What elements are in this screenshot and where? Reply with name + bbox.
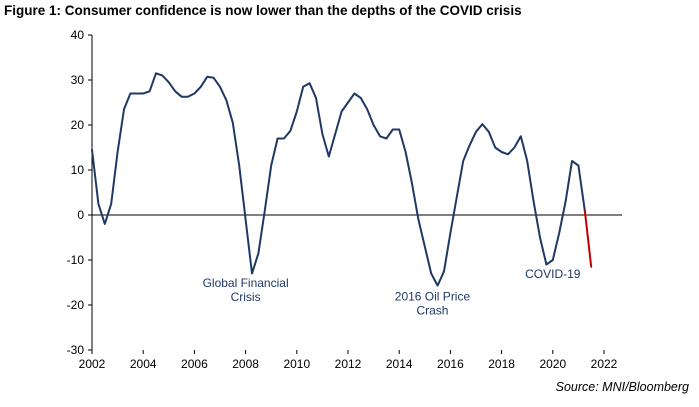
x-tick-label: 2006 xyxy=(181,357,208,371)
source-note: Source: MNI/Bloomberg xyxy=(555,380,689,394)
y-tick-label: 30 xyxy=(71,73,85,87)
annotation-line: COVID-19 xyxy=(525,267,581,281)
chart-axes xyxy=(91,35,622,350)
y-tick-label: 40 xyxy=(71,28,85,42)
series-lines xyxy=(91,72,593,287)
y-tick-label: 10 xyxy=(71,163,85,177)
x-tick-label: 2022 xyxy=(591,357,618,371)
x-axis-ticks: 2002 2004 2006 2008 2010 2012 2014 2016 2018 2020… xyxy=(79,350,618,371)
y-tick-label: 0 xyxy=(77,208,84,222)
annotation-label: 2016 Oil Price Crash xyxy=(395,290,471,318)
x-tick-label: 2018 xyxy=(488,357,515,371)
annotation-label: COVID-19 xyxy=(525,267,581,281)
y-tick-label: -20 xyxy=(67,298,85,312)
series-line-latest xyxy=(583,209,593,268)
x-tick-label: 2016 xyxy=(437,357,464,371)
annotations: Global Financial Crisis 2016 Oil Price Cras… xyxy=(203,267,581,318)
x-tick-label: 2012 xyxy=(335,357,362,371)
y-tick-label: 20 xyxy=(71,118,85,132)
annotation-line: Crisis xyxy=(231,290,261,304)
series-line-main xyxy=(91,72,586,287)
x-tick-label: 2004 xyxy=(130,357,157,371)
y-axis-ticks: 40 30 20 10 0 -10 -20 -30 xyxy=(67,28,92,357)
x-tick-label: 2008 xyxy=(232,357,259,371)
annotation-line: Crash xyxy=(416,304,448,318)
x-tick-label: 2020 xyxy=(539,357,566,371)
x-tick-label: 2002 xyxy=(79,357,106,371)
annotation-line: Global Financial xyxy=(203,276,289,290)
x-tick-label: 2010 xyxy=(283,357,310,371)
x-tick-label: 2014 xyxy=(386,357,413,371)
y-tick-label: -10 xyxy=(67,253,85,267)
chart-title: Figure 1: Consumer confidence is now low… xyxy=(4,3,522,18)
annotation-line: 2016 Oil Price xyxy=(395,290,471,304)
y-tick-label: -30 xyxy=(67,343,85,357)
annotation-label: Global Financial Crisis xyxy=(203,276,289,304)
